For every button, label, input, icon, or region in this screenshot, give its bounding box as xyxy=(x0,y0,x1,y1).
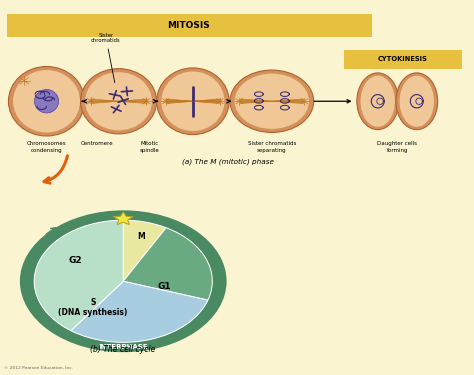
Ellipse shape xyxy=(396,73,438,130)
Text: Daughter cells
forming: Daughter cells forming xyxy=(377,141,417,153)
Ellipse shape xyxy=(400,76,434,127)
Text: S
(DNA synthesis): S (DNA synthesis) xyxy=(58,298,128,317)
Polygon shape xyxy=(113,212,133,225)
Ellipse shape xyxy=(161,72,225,131)
Text: CYTOKINESIS: CYTOKINESIS xyxy=(378,56,428,62)
Text: Centromere: Centromere xyxy=(81,141,113,146)
Text: © 2012 Pearson Education, Inc.: © 2012 Pearson Education, Inc. xyxy=(4,366,73,370)
Wedge shape xyxy=(123,228,212,300)
Text: (a) The M (mitotic) phase: (a) The M (mitotic) phase xyxy=(182,158,273,165)
Text: G1: G1 xyxy=(158,282,172,291)
Text: Mitotic
spindle: Mitotic spindle xyxy=(140,141,160,153)
Ellipse shape xyxy=(35,90,59,113)
Ellipse shape xyxy=(13,70,80,132)
Text: (b) The cell cycle: (b) The cell cycle xyxy=(91,345,155,354)
Circle shape xyxy=(20,210,227,352)
Text: G2: G2 xyxy=(69,256,82,265)
Text: M: M xyxy=(137,232,145,241)
FancyBboxPatch shape xyxy=(7,14,372,38)
Ellipse shape xyxy=(9,66,85,136)
Ellipse shape xyxy=(235,74,309,129)
Wedge shape xyxy=(123,220,166,281)
Text: MITOSIS: MITOSIS xyxy=(167,21,210,30)
Ellipse shape xyxy=(357,73,399,130)
Ellipse shape xyxy=(361,76,395,127)
Circle shape xyxy=(34,220,212,342)
Ellipse shape xyxy=(230,70,314,132)
Ellipse shape xyxy=(156,68,229,135)
Wedge shape xyxy=(71,281,208,342)
Text: Sister
chromatids: Sister chromatids xyxy=(91,33,121,82)
Ellipse shape xyxy=(81,69,156,134)
FancyBboxPatch shape xyxy=(344,50,462,69)
Text: Chromosomes
condensing: Chromosomes condensing xyxy=(27,141,66,153)
Ellipse shape xyxy=(85,72,152,130)
Wedge shape xyxy=(34,220,123,331)
Text: Sister chromatids
separating: Sister chromatids separating xyxy=(247,141,296,153)
Text: INTERPHASE: INTERPHASE xyxy=(99,344,148,350)
